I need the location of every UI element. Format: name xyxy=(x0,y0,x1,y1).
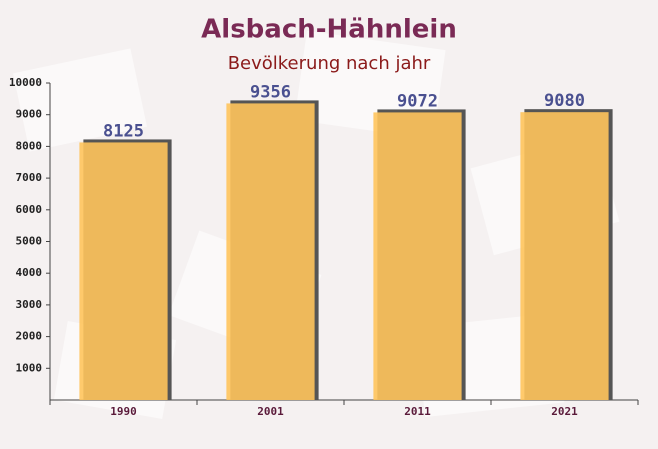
y-tick-label: 1000 xyxy=(16,361,43,374)
y-tick-label: 10000 xyxy=(9,76,42,89)
x-tick-label: 1990 xyxy=(110,405,137,418)
y-tick-label: 4000 xyxy=(16,266,43,279)
y-tick-label: 6000 xyxy=(16,203,43,216)
y-tick-label: 9000 xyxy=(16,108,43,121)
bar xyxy=(373,112,462,400)
y-tick-label: 3000 xyxy=(16,298,43,311)
x-tick-label: 2001 xyxy=(257,405,284,418)
bar xyxy=(226,103,315,401)
value-label: 9072 xyxy=(397,91,438,111)
x-tick-label: 2011 xyxy=(404,405,431,418)
chart-subtitle: Bevölkerung nach jahr xyxy=(228,53,431,74)
y-tick-label: 5000 xyxy=(16,235,43,248)
value-label: 8125 xyxy=(103,121,144,141)
y-tick-label: 8000 xyxy=(16,139,43,152)
bar xyxy=(520,112,609,400)
chart-title: Alsbach-Hähnlein xyxy=(201,15,457,45)
value-label: 9080 xyxy=(544,91,585,111)
y-tick-label: 2000 xyxy=(16,330,43,343)
bar xyxy=(79,142,168,400)
x-tick-label: 2021 xyxy=(551,405,578,418)
y-tick-label: 7000 xyxy=(16,171,43,184)
value-label: 9356 xyxy=(250,82,291,102)
